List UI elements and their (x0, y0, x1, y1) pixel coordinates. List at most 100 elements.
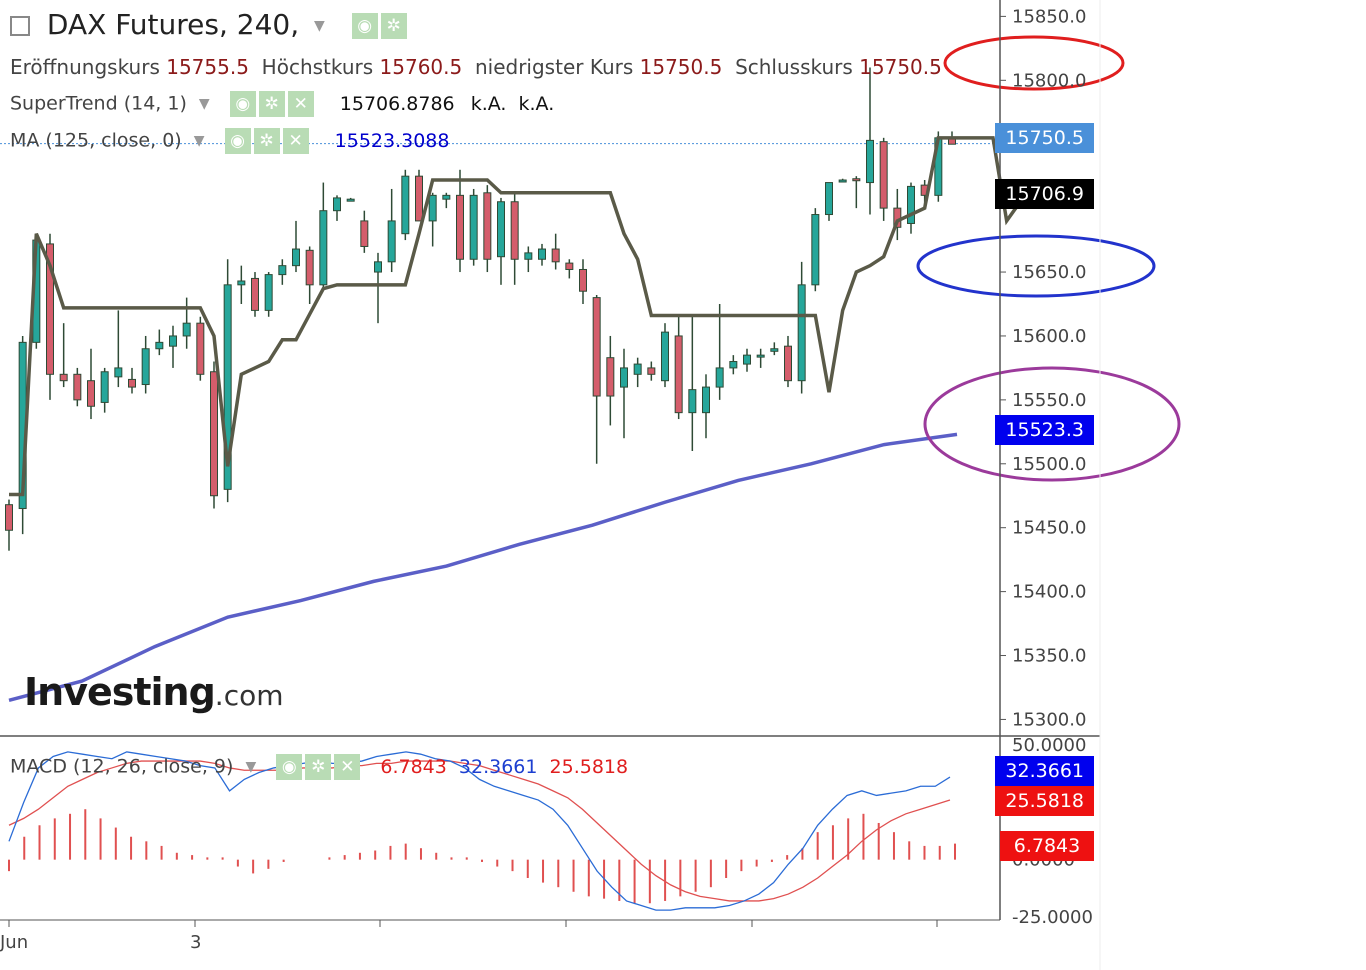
candle (770, 342, 779, 356)
candle-body (592, 297, 601, 397)
candle-body (333, 197, 341, 212)
candle-body (401, 175, 410, 235)
chevron-down-icon[interactable]: ▼ (193, 133, 205, 149)
candle (510, 192, 519, 285)
candle-body (784, 345, 792, 382)
candle (100, 367, 109, 413)
candle-body (210, 371, 218, 497)
macd-legend: MACD (12, 26, close, 9) ▼ ◉ ✲ ✕ 6.7843 32.… (10, 754, 628, 780)
candle (182, 297, 191, 349)
eye-icon[interactable]: ◉ (224, 128, 251, 154)
candle-body (497, 201, 505, 258)
close-icon[interactable]: ✕ (287, 91, 314, 117)
eye-icon[interactable]: ◉ (351, 13, 378, 39)
candle-body (688, 389, 697, 414)
candle (852, 176, 861, 209)
candle-body (510, 201, 519, 260)
candle (688, 316, 697, 451)
candle-body (46, 243, 54, 375)
candle-body (87, 380, 95, 407)
price-tick-label: 15850.0 (1012, 6, 1086, 27)
price-tick-label: 15350.0 (1012, 646, 1086, 667)
candle-body (223, 284, 232, 490)
logo-suffix: .com (214, 679, 284, 712)
candle (374, 252, 382, 324)
candle-body (346, 198, 355, 202)
candles-layer (5, 67, 956, 551)
macd-tick-label: 50.0000 (1012, 735, 1086, 756)
axis-layer: 15850.0 15800.0 15650.0 15600.0 15550.0 15500… (0, 0, 1101, 970)
candle (237, 265, 246, 304)
candle (620, 348, 628, 439)
candle-body (196, 322, 205, 375)
candle (797, 261, 806, 394)
candle-body (5, 504, 13, 531)
chevron-down-icon[interactable]: ▼ (245, 759, 257, 775)
candle-body (182, 322, 191, 337)
candle (87, 348, 95, 420)
candle-body (114, 367, 123, 378)
signal-line-tag: 25.5818 (995, 786, 1094, 816)
candle-body (770, 348, 779, 352)
close-icon[interactable]: ✕ (334, 754, 361, 780)
gear-icon[interactable]: ✲ (305, 754, 332, 780)
gear-icon[interactable]: ✲ (258, 91, 285, 117)
gear-icon[interactable]: ✲ (253, 128, 280, 154)
supertrend-na-1: k.A. (470, 92, 507, 115)
candle (893, 188, 902, 241)
candle (715, 304, 724, 400)
supertrend-legend: SuperTrend (14, 1) ▼ ◉ ✲ ✕ 15706.8786 k.A.… (10, 91, 554, 117)
candle (141, 335, 150, 394)
candle-body (866, 139, 874, 184)
candle (524, 246, 533, 273)
candle (811, 208, 820, 292)
candle-body (374, 261, 382, 273)
annotation-layer (916, 35, 1181, 482)
price-tick-label: 15550.0 (1012, 390, 1086, 411)
candle (59, 323, 68, 388)
candle-body (251, 277, 259, 311)
candle-body (59, 373, 68, 382)
close-icon[interactable]: ✕ (282, 128, 309, 154)
candle-body (551, 248, 560, 263)
candle-body (729, 361, 738, 369)
candle-body (387, 220, 396, 263)
candle (196, 316, 205, 381)
candle-body (360, 220, 369, 247)
gear-icon[interactable]: ✲ (380, 13, 407, 39)
candle-body (524, 252, 533, 260)
candle (278, 259, 287, 285)
chevron-down-icon[interactable]: ▼ (198, 96, 210, 112)
macd-tick-label: -25.0000 (1012, 907, 1093, 928)
candle-body (141, 348, 150, 386)
chevron-down-icon[interactable]: ▼ (314, 18, 325, 34)
x-tick-label: 3 (190, 932, 202, 953)
eye-icon[interactable]: ◉ (229, 91, 256, 117)
supertrend-line (9, 136, 1022, 497)
candle-body (811, 214, 820, 286)
last-price-tag: 15750.5 (995, 123, 1094, 153)
blue-highlight-ellipse (916, 234, 1156, 298)
macd-layer (8, 751, 956, 911)
candle-body (319, 210, 328, 286)
candle-body (469, 194, 478, 260)
candle-body (647, 367, 656, 375)
candle (128, 367, 136, 394)
price-tick-label: 15600.0 (1012, 326, 1086, 347)
candle (469, 188, 478, 266)
candle-body (702, 386, 710, 414)
macd-line-value: 32.3661 (458, 755, 538, 778)
eye-icon[interactable]: ◉ (276, 754, 303, 780)
chart-title: DAX Futures, 240, (46, 8, 300, 41)
macd-label: MACD (12, 26, close, 9) (10, 755, 234, 778)
collapse-icon[interactable] (10, 16, 30, 36)
candle-body (456, 194, 464, 260)
candle-body (756, 354, 765, 358)
candle (606, 335, 615, 426)
ma-legend: MA (125, close, 0) ▼ ◉ ✲ ✕ 15523.3088 (10, 128, 449, 154)
candle (483, 185, 492, 273)
candle-body (237, 280, 246, 286)
candle-body (73, 373, 82, 401)
x-tick-label: Jun (0, 932, 29, 953)
